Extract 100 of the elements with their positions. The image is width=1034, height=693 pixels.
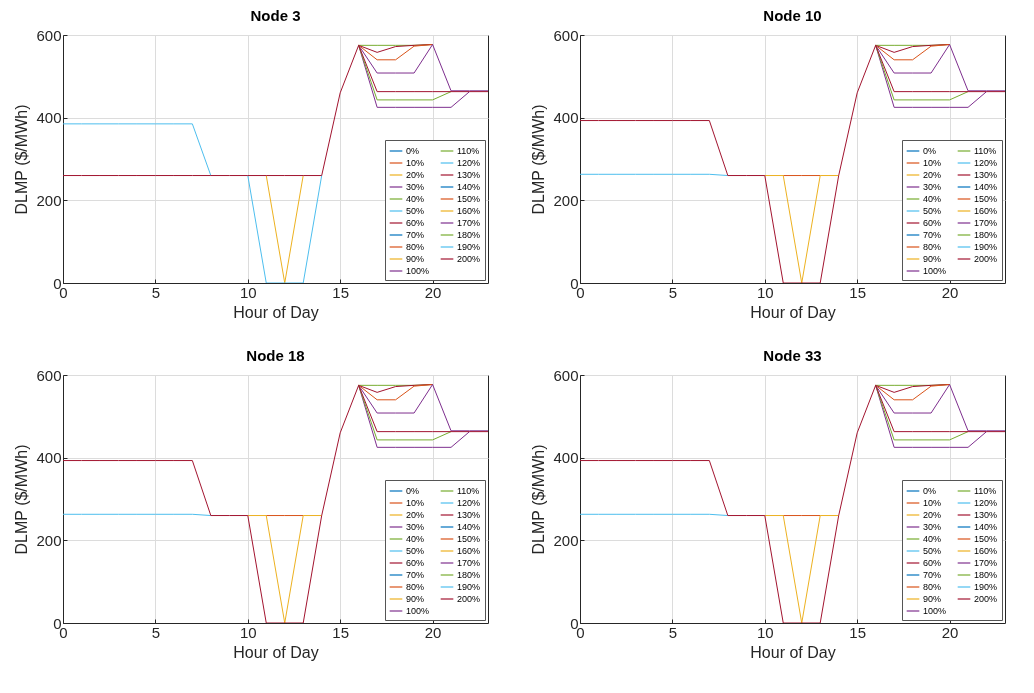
legend-label: 130% — [457, 170, 481, 180]
legend-label: 160% — [457, 206, 481, 216]
y-tick-label: 400 — [553, 109, 579, 127]
legend-label: 50% — [406, 546, 425, 556]
y-tick-label: 200 — [36, 191, 62, 209]
chart-title: Node 3 — [250, 7, 301, 24]
legend-label: 60% — [406, 558, 425, 568]
y-tick-label: 600 — [553, 26, 579, 44]
legend-label: 50% — [923, 546, 942, 556]
legend-label: 0% — [406, 146, 420, 156]
y-tick-label: 200 — [553, 191, 579, 209]
legend-label: 140% — [974, 522, 998, 532]
x-tick-label: 20 — [424, 623, 442, 641]
legend-label: 70% — [923, 570, 942, 580]
legend-label: 10% — [923, 498, 942, 508]
legend-label: 150% — [457, 194, 481, 204]
legend-label: 90% — [406, 254, 425, 264]
y-axis-title: DLMP ($/MWh) — [13, 444, 31, 555]
legend-label: 170% — [457, 558, 481, 568]
x-tick-label: 5 — [151, 283, 161, 301]
legend-label: 130% — [974, 170, 998, 180]
legend-label: 150% — [457, 534, 481, 544]
legend-label: 150% — [974, 534, 998, 544]
legend-label: 0% — [406, 486, 420, 496]
y-tick-label: 400 — [553, 449, 579, 467]
legend-label: 180% — [974, 230, 998, 240]
legend-label: 80% — [923, 582, 942, 592]
legend-label: 10% — [406, 498, 425, 508]
legend-label: 120% — [974, 158, 998, 168]
chart-title: Node 33 — [763, 347, 822, 364]
legend-label: 120% — [974, 498, 998, 508]
legend-label: 40% — [406, 534, 425, 544]
legend-label: 20% — [923, 510, 942, 520]
x-tick-label: 10 — [239, 623, 257, 641]
x-tick-label: 15 — [849, 283, 867, 301]
legend-label: 10% — [923, 158, 942, 168]
legend-label: 200% — [457, 594, 481, 604]
legend-label: 80% — [923, 242, 942, 252]
x-tick-label: 20 — [424, 283, 442, 301]
legend-label: 120% — [457, 498, 481, 508]
legend-label: 130% — [457, 510, 481, 520]
legend-label: 150% — [974, 194, 998, 204]
legend-label: 130% — [974, 510, 998, 520]
legend-label: 170% — [974, 558, 998, 568]
x-tick-label: 15 — [332, 283, 350, 301]
y-axis-title: DLMP ($/MWh) — [530, 444, 548, 555]
y-tick-label: 200 — [553, 531, 579, 549]
legend-label: 100% — [406, 266, 430, 276]
legend-label: 140% — [457, 182, 481, 192]
legend-label: 190% — [457, 582, 481, 592]
y-tick-label: 400 — [36, 109, 62, 127]
legend-label: 160% — [974, 206, 998, 216]
x-tick-label: 20 — [941, 283, 959, 301]
legend-label: 190% — [974, 582, 998, 592]
legend-label: 0% — [923, 146, 937, 156]
legend-label: 180% — [974, 570, 998, 580]
x-tick-label: 20 — [941, 623, 959, 641]
legend-label: 90% — [406, 594, 425, 604]
legend-label: 30% — [406, 522, 425, 532]
y-tick-label: 400 — [36, 449, 62, 467]
legend-label: 90% — [923, 594, 942, 604]
legend-label: 180% — [457, 230, 481, 240]
legend-label: 110% — [457, 146, 480, 156]
legend-label: 80% — [406, 242, 425, 252]
legend-label: 60% — [406, 218, 425, 228]
chart-title: Node 18 — [246, 347, 305, 364]
y-tick-label: 600 — [553, 366, 579, 384]
x-tick-label: 10 — [756, 283, 774, 301]
y-axis-title: DLMP ($/MWh) — [13, 104, 31, 215]
legend-label: 100% — [923, 606, 947, 616]
legend-label: 170% — [457, 218, 481, 228]
y-tick-label: 200 — [36, 531, 62, 549]
x-tick-label: 10 — [756, 623, 774, 641]
legend-label: 70% — [923, 230, 942, 240]
legend-label: 90% — [923, 254, 942, 264]
legend-label: 0% — [923, 486, 937, 496]
legend-label: 110% — [974, 146, 997, 156]
legend-label: 30% — [923, 182, 942, 192]
legend-label: 40% — [923, 534, 942, 544]
legend-label: 50% — [923, 206, 942, 216]
legend-label: 20% — [406, 170, 425, 180]
legend-label: 30% — [923, 522, 942, 532]
legend-label: 100% — [406, 606, 430, 616]
legend-label: 30% — [406, 182, 425, 192]
legend-label: 10% — [406, 158, 425, 168]
x-tick-label: 5 — [668, 623, 678, 641]
legend-label: 200% — [974, 254, 998, 264]
legend-label: 60% — [923, 558, 942, 568]
legend-label: 70% — [406, 230, 425, 240]
legend-label: 110% — [974, 486, 997, 496]
x-axis-title: Hour of Day — [750, 303, 836, 321]
legend-label: 50% — [406, 206, 425, 216]
y-tick-label: 600 — [36, 366, 62, 384]
x-tick-label: 15 — [332, 623, 350, 641]
legend-label: 200% — [457, 254, 481, 264]
x-tick-label: 10 — [239, 283, 257, 301]
legend-label: 70% — [406, 570, 425, 580]
legend-label: 190% — [457, 242, 481, 252]
y-tick-label: 600 — [36, 26, 62, 44]
x-tick-label: 5 — [668, 283, 678, 301]
